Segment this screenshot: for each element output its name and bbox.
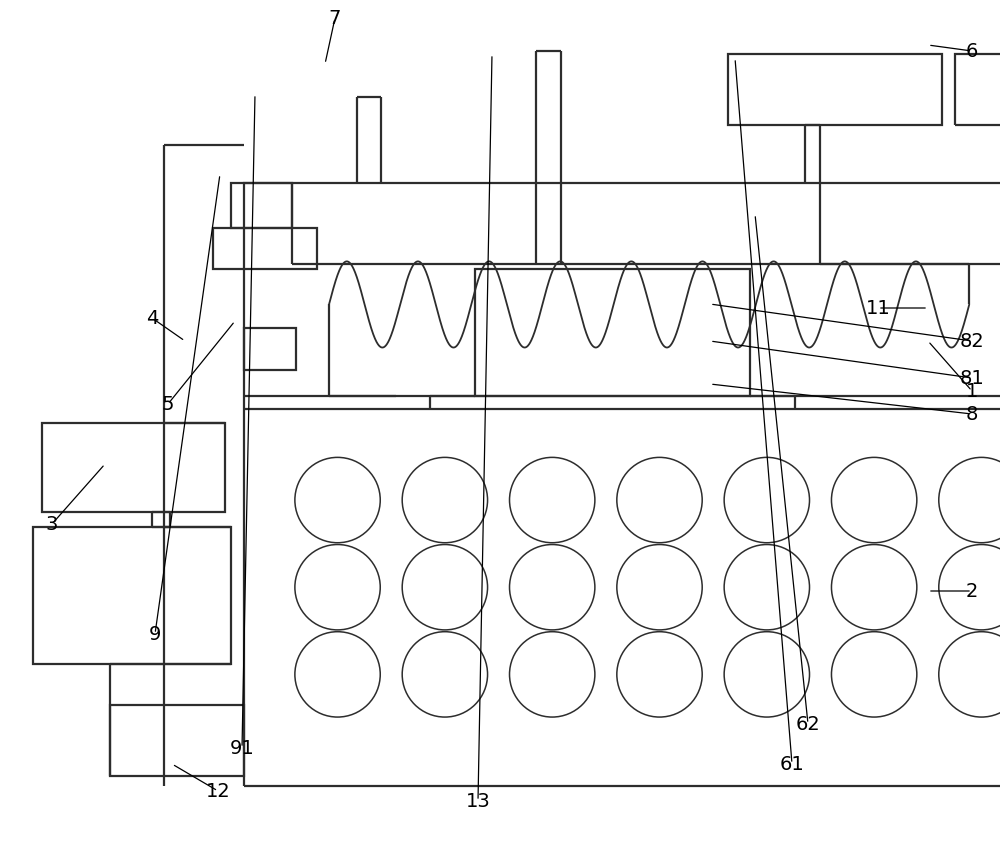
Bar [231,183,292,228]
Text: 81: 81 [960,369,984,387]
Text: 91: 91 [230,739,254,757]
Text: 4: 4 [146,309,158,327]
Text: 62: 62 [796,715,820,733]
Text: 7: 7 [329,8,341,28]
Text: 9: 9 [149,624,161,644]
Text: 2: 2 [966,581,978,601]
Text: 61: 61 [780,755,804,773]
Text: 6: 6 [966,41,978,61]
Bar [213,228,317,269]
Text: 11: 11 [866,299,890,317]
Bar [728,54,942,125]
Text: 5: 5 [162,394,174,414]
Bar [955,54,1000,125]
Text: 12: 12 [206,782,230,800]
Bar [110,705,244,776]
Bar [475,269,750,396]
Text: 3: 3 [46,514,58,534]
Bar [42,423,225,512]
Text: 13: 13 [466,792,490,810]
Bar [244,327,296,371]
Bar [244,183,1000,786]
Text: 82: 82 [960,332,984,350]
Bar [33,527,231,664]
Text: 1: 1 [966,382,978,400]
Text: 8: 8 [966,404,978,424]
